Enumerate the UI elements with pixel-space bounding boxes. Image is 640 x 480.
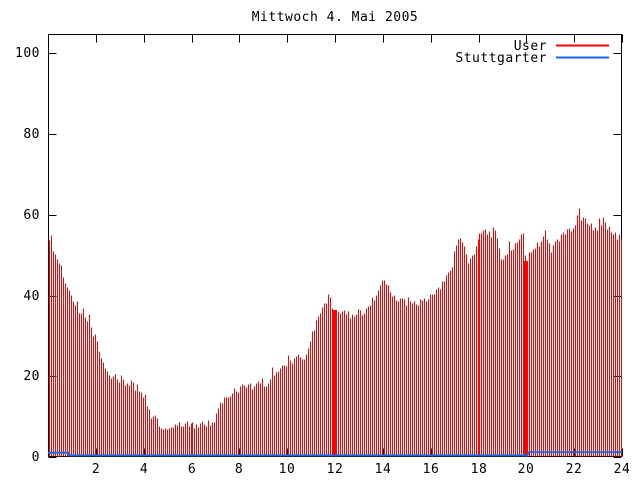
stuttgarter-series-line	[48, 451, 622, 457]
x-tick-label: 24	[614, 462, 631, 477]
legend: User Stuttgarter	[455, 39, 609, 66]
legend-label-user: User	[514, 39, 547, 54]
user-solid-burst	[332, 310, 337, 457]
legend-label-stuttgarter: Stuttgarter	[455, 51, 547, 66]
y-tick-label: 60	[23, 208, 40, 223]
x-tick-label: 6	[188, 462, 196, 477]
chart-title: Mittwoch 4. Mai 2005	[252, 10, 419, 25]
y-tick-label: 40	[23, 289, 40, 304]
x-tick-label: 16	[423, 462, 440, 477]
y-tick-label: 80	[23, 127, 40, 142]
y-tick-label: 20	[23, 369, 40, 384]
x-tick-label: 14	[375, 462, 392, 477]
y-tick-label: 100	[15, 46, 40, 61]
x-tick-label: 4	[140, 462, 148, 477]
user-solid-burst	[524, 261, 528, 457]
x-tick-label: 12	[327, 462, 344, 477]
user-series-bars	[49, 208, 622, 457]
x-tick-label: 8	[235, 462, 243, 477]
y-tick-label: 0	[32, 450, 40, 465]
x-tick-label: 10	[279, 462, 296, 477]
x-tick-label: 18	[471, 462, 488, 477]
x-tick-label: 22	[566, 462, 583, 477]
x-tick-label: 20	[518, 462, 535, 477]
x-tick-label: 2	[92, 462, 100, 477]
